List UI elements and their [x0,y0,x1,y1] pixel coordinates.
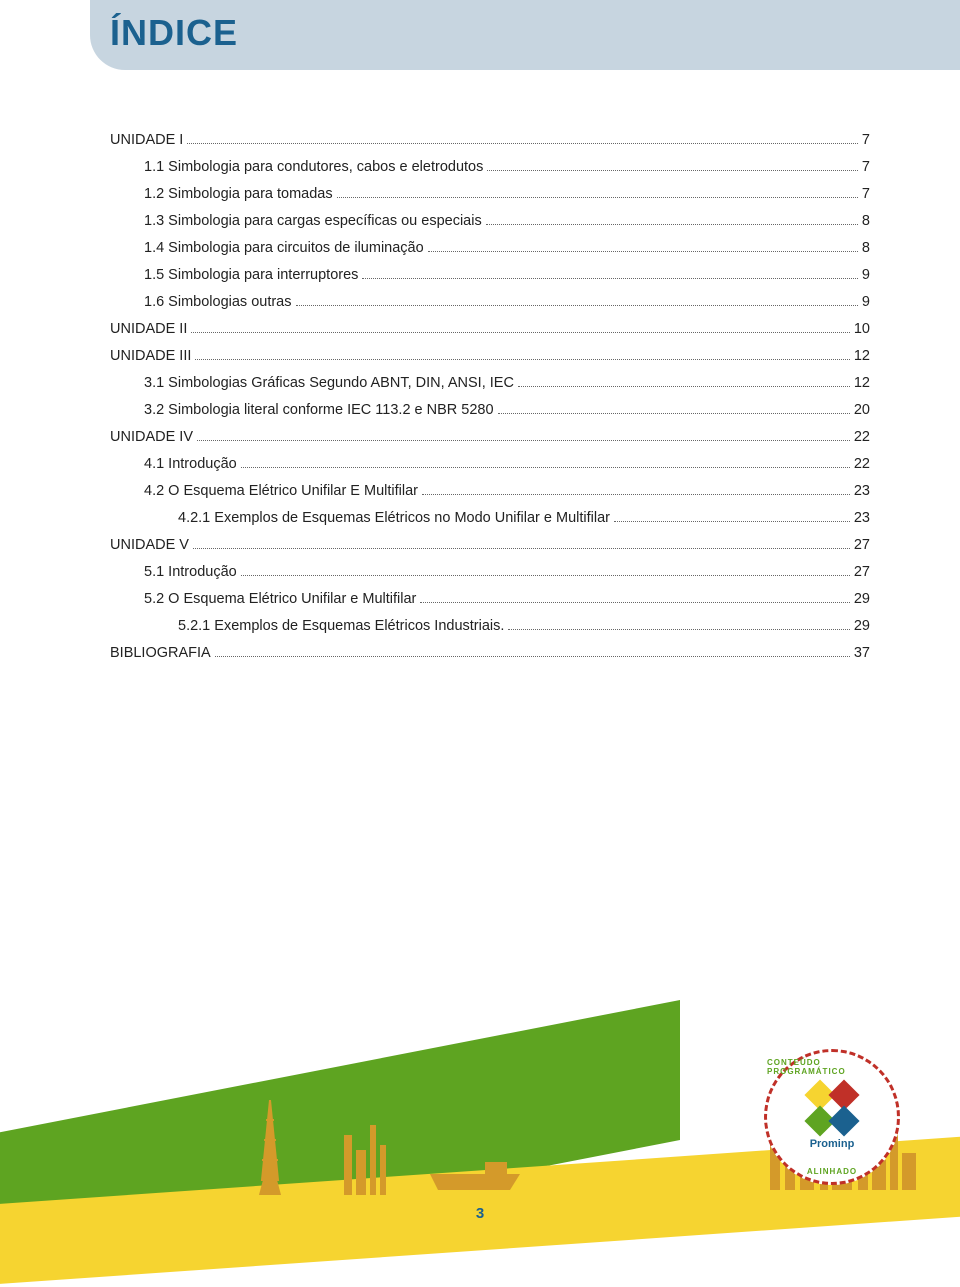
toc-page: 29 [854,616,870,637]
toc-entry[interactable]: UNIDADE IV 22 [110,427,870,448]
toc-page: 29 [854,589,870,610]
toc-label: 1.5 Simbologia para interruptores [144,265,358,286]
toc-leader-dots [518,386,850,387]
toc-entry[interactable]: BIBLIOGRAFIA 37 [110,643,870,664]
toc-label: UNIDADE IV [110,427,193,448]
toc-entry[interactable]: 4.1 Introdução 22 [110,454,870,475]
toc-page: 22 [854,427,870,448]
toc-leader-dots [241,467,850,468]
toc-page: 12 [854,373,870,394]
toc-leader-dots [486,224,858,225]
toc-label: 1.2 Simbologia para tomadas [144,184,333,205]
toc-entry[interactable]: 3.2 Simbologia literal conforme IEC 113.… [110,400,870,421]
toc-entry[interactable]: 1.3 Simbologia para cargas específicas o… [110,211,870,232]
toc-entry[interactable]: UNIDADE II 10 [110,319,870,340]
toc-label: UNIDADE III [110,346,191,367]
toc-page: 23 [854,508,870,529]
prominp-badge: CONTEÚDO PROGRAMÁTICO Prominp ALINHADO [764,1049,900,1185]
toc-entry[interactable]: 5.2 O Esquema Elétrico Unifilar e Multif… [110,589,870,610]
toc-leader-dots [614,521,850,522]
toc-label: 4.2.1 Exemplos de Esquemas Elétricos no … [178,508,610,529]
toc-label: 1.6 Simbologias outras [144,292,292,313]
toc-page: 37 [854,643,870,664]
toc-leader-dots [487,170,858,171]
toc-page: 20 [854,400,870,421]
toc-page: 9 [862,265,870,286]
diamond-icon [828,1105,859,1136]
table-of-contents: UNIDADE I 7 1.1 Simbologia para condutores… [110,130,870,670]
toc-leader-dots [241,575,850,576]
toc-page: 8 [862,238,870,259]
toc-leader-dots [420,602,849,603]
toc-leader-dots [428,251,858,252]
toc-page: 7 [862,130,870,151]
toc-label: UNIDADE I [110,130,183,151]
toc-entry[interactable]: 1.6 Simbologias outras 9 [110,292,870,313]
toc-label: 5.1 Introdução [144,562,237,583]
ship-icon [430,1162,520,1190]
toc-entry[interactable]: 1.4 Simbologia para circuitos de ilumina… [110,238,870,259]
toc-label: UNIDADE V [110,535,189,556]
toc-label: 5.2.1 Exemplos de Esquemas Elétricos Ind… [178,616,504,637]
toc-entry[interactable]: 4.2.1 Exemplos de Esquemas Elétricos no … [110,508,870,529]
toc-page: 9 [862,292,870,313]
toc-page: 8 [862,211,870,232]
toc-entry[interactable]: UNIDADE III 12 [110,346,870,367]
toc-label: 3.2 Simbologia literal conforme IEC 113.… [144,400,494,421]
logo-diamonds [802,1084,862,1134]
toc-label: BIBLIOGRAFIA [110,643,211,664]
toc-leader-dots [422,494,850,495]
toc-label: 1.4 Simbologia para circuitos de ilumina… [144,238,424,259]
toc-entry[interactable]: 1.1 Simbologia para condutores, cabos e … [110,157,870,178]
toc-leader-dots [215,656,850,657]
toc-label: 3.1 Simbologias Gráficas Segundo ABNT, D… [144,373,514,394]
toc-leader-dots [508,629,849,630]
page-title: ÍNDICE [110,12,238,54]
toc-page: 10 [854,319,870,340]
toc-entry[interactable]: 1.2 Simbologia para tomadas 7 [110,184,870,205]
page-number: 3 [0,1205,960,1222]
refinery-icon [340,1125,390,1195]
toc-label: 5.2 O Esquema Elétrico Unifilar e Multif… [144,589,416,610]
toc-entry[interactable]: 1.5 Simbologia para interruptores 9 [110,265,870,286]
toc-entry[interactable]: UNIDADE I 7 [110,130,870,151]
toc-leader-dots [337,197,858,198]
toc-page: 7 [862,157,870,178]
toc-leader-dots [362,278,858,279]
toc-page: 27 [854,562,870,583]
toc-entry[interactable]: 4.2 O Esquema Elétrico Unifilar E Multif… [110,481,870,502]
toc-leader-dots [195,359,849,360]
oil-rig-icon [250,1100,290,1195]
toc-label: 4.2 O Esquema Elétrico Unifilar E Multif… [144,481,418,502]
toc-entry[interactable]: 5.1 Introdução 27 [110,562,870,583]
toc-leader-dots [498,413,850,414]
toc-leader-dots [193,548,850,549]
badge-arc-bottom: ALINHADO [807,1167,857,1176]
toc-label: 1.3 Simbologia para cargas específicas o… [144,211,482,232]
toc-label: 4.1 Introdução [144,454,237,475]
toc-leader-dots [187,143,858,144]
toc-page: 22 [854,454,870,475]
toc-label: 1.1 Simbologia para condutores, cabos e … [144,157,483,178]
toc-leader-dots [296,305,858,306]
toc-page: 27 [854,535,870,556]
toc-leader-dots [197,440,850,441]
badge-arc-top: CONTEÚDO PROGRAMÁTICO [767,1058,897,1076]
toc-page: 7 [862,184,870,205]
logo-text: Prominp [810,1138,855,1150]
toc-leader-dots [191,332,850,333]
toc-entry[interactable]: 5.2.1 Exemplos de Esquemas Elétricos Ind… [110,616,870,637]
toc-entry[interactable]: 3.1 Simbologias Gráficas Segundo ABNT, D… [110,373,870,394]
toc-page: 23 [854,481,870,502]
toc-entry[interactable]: UNIDADE V 27 [110,535,870,556]
toc-label: UNIDADE II [110,319,187,340]
toc-page: 12 [854,346,870,367]
